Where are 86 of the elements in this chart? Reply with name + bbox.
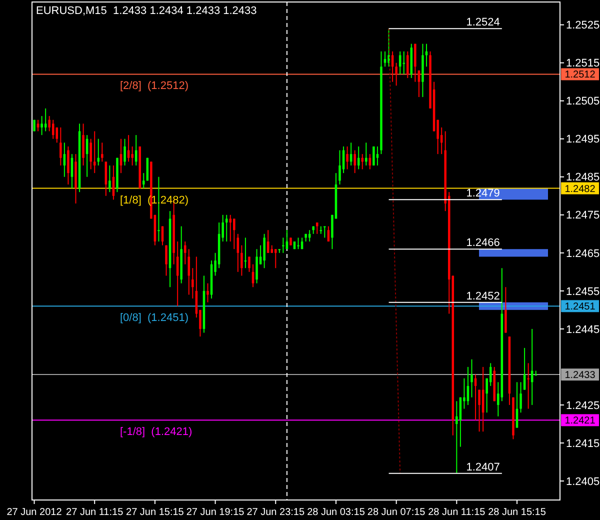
candlestick [206, 282, 209, 303]
y-tick-label: 1.2415 [566, 438, 600, 450]
annotation: [2/8] (1.2512) [120, 80, 188, 92]
x-tick-label: 27 Jun 19:15 [186, 507, 245, 518]
y-tick-label: 1.2525 [566, 20, 600, 32]
ref-line-label: 1.2512 [564, 70, 596, 81]
candlestick [248, 256, 250, 272]
candlestick [402, 50, 405, 75]
candlestick [256, 248, 258, 284]
x-tick-label: 27 Jun 15:15 [126, 507, 184, 518]
candlestick [36, 119, 40, 132]
x-tick-label: 28 Jun 11:15 [428, 507, 486, 518]
candlestick [384, 50, 386, 68]
candlestick [108, 164, 111, 193]
y-tick-label: 1.2425 [566, 400, 600, 412]
candlestick [142, 172, 145, 189]
y-tick-label: 1.2485 [566, 172, 600, 184]
candlestick [124, 138, 126, 166]
chart-title: EURUSD,M15 1.2433 1.2434 1.2433 1.2433 [36, 5, 257, 17]
candlestick [184, 240, 186, 265]
ref-line-label: 1.2451 [564, 302, 596, 313]
candlestick [361, 154, 364, 170]
candlestick [354, 150, 356, 174]
candlestick [523, 347, 526, 390]
candlestick [263, 233, 266, 269]
y-tick-label: 1.2515 [566, 58, 600, 70]
candlestick [48, 116, 50, 132]
series-label: 1.2407 [466, 461, 500, 474]
y-tick-label: 1.2475 [566, 210, 600, 222]
candlestick [520, 382, 522, 414]
candlestick [93, 130, 96, 174]
ref-line-label: 1.2421 [564, 416, 596, 427]
candlestick [527, 362, 530, 410]
candlestick [233, 218, 236, 250]
candlestick [192, 268, 194, 300]
candlestick [456, 400, 458, 474]
candlestick [40, 116, 43, 136]
candlestick [470, 358, 473, 398]
y-tick-label: 1.2405 [566, 476, 600, 488]
candlestick [338, 150, 341, 185]
annotation: [-1/8] (1.2421) [120, 426, 192, 438]
candlestick [274, 248, 277, 269]
candlestick [414, 43, 416, 82]
candlestick [60, 126, 62, 166]
candlestick [82, 123, 84, 166]
series-label: 1.2524 [466, 16, 500, 29]
x-tick-label: 28 Jun 15:15 [488, 507, 546, 518]
candlestick [44, 108, 47, 132]
candlestick [388, 28, 390, 68]
candlestick [52, 119, 54, 140]
candlestick [395, 62, 398, 86]
y-tick-label: 1.2505 [566, 96, 600, 108]
candlestick [90, 138, 92, 170]
y-tick-label: 1.2455 [566, 286, 600, 298]
candlestick [406, 50, 409, 79]
candlestick [67, 146, 70, 185]
candlestick [225, 214, 228, 242]
candlestick [165, 244, 168, 276]
candlestick [372, 146, 375, 166]
x-tick-label: 28 Jun 03:15 [307, 507, 366, 518]
candlestick [282, 237, 284, 254]
candlestick [297, 237, 300, 250]
y-tick-label: 1.2465 [566, 248, 600, 260]
candlestick [324, 226, 326, 238]
x-tick-label: 27 Jun 23:15 [246, 507, 305, 518]
candlestick [346, 146, 348, 170]
x-tick-label: 27 Jun 11:15 [66, 507, 124, 518]
series-label: 1.2466 [466, 237, 500, 250]
candlestick [504, 286, 507, 334]
candlestick [101, 142, 104, 162]
y-tick-label: 1.2495 [566, 134, 600, 146]
candlestick [97, 138, 100, 166]
candlestick [365, 142, 368, 166]
x-tick-label: 27 Jun 2012 [6, 507, 62, 518]
ref-line-label: 1.2482 [564, 184, 596, 195]
annotation: [0/8] (1.2451) [120, 312, 188, 324]
candlestick [131, 146, 134, 166]
x-tick-label: 28 Jun 07:15 [367, 507, 426, 518]
candlestick [376, 146, 379, 166]
y-tick-label: 1.2445 [566, 324, 600, 336]
candlestick [478, 389, 480, 432]
candlestick [236, 233, 240, 272]
candlestick [229, 214, 232, 242]
ref-line-label: 1.2433 [564, 370, 596, 382]
series-label: 1.2452 [466, 290, 500, 302]
candlestick [240, 244, 243, 276]
